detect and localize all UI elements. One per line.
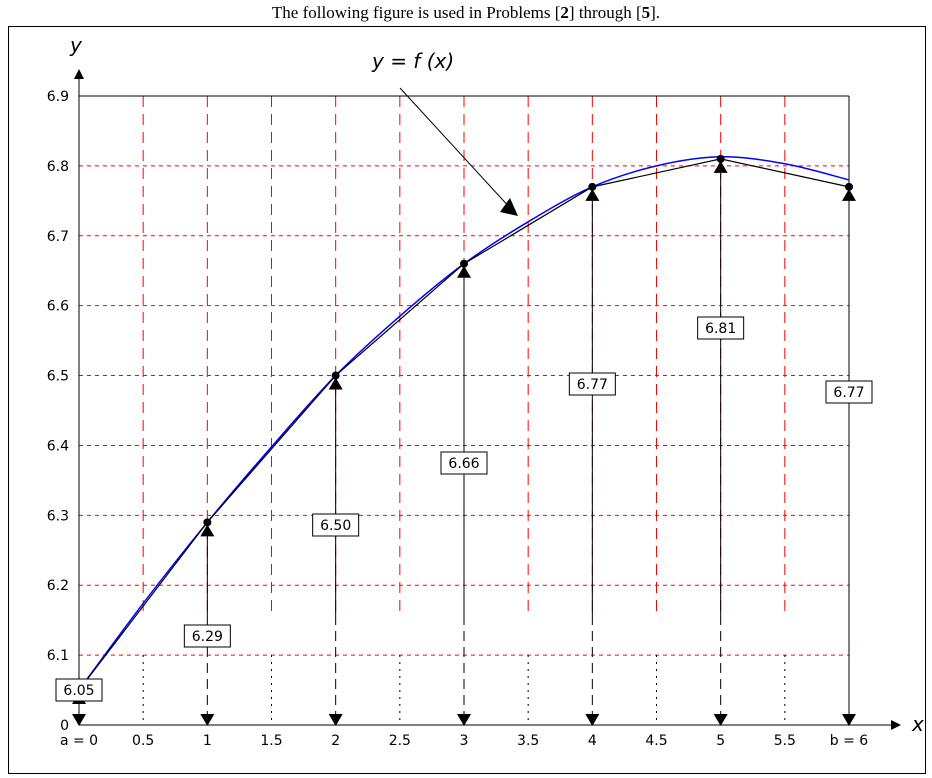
arrowhead-down <box>842 714 856 726</box>
value-label: 6.05 <box>63 683 94 699</box>
value-label-box <box>697 316 745 340</box>
annotation-pointer <box>399 87 513 211</box>
value-label: 6.29 <box>192 629 223 645</box>
arrowhead-up <box>200 524 215 537</box>
arrowhead-up <box>713 160 728 173</box>
arrowhead-down <box>713 714 728 726</box>
y-tick-label: 6.8 <box>47 159 69 175</box>
arrowhead-down <box>328 714 343 726</box>
caption-problem-end: 5 <box>641 3 651 22</box>
tick-labels: a = 0 0.5 1 1.5 2 2.5 3 3.5 4 4.5 5 5.5 b = 6 0 6.1 6.2… <box>47 89 869 749</box>
y-tick-label: 6.5 <box>47 369 69 385</box>
y-axis-label: y <box>69 33 83 57</box>
data-point <box>331 371 340 380</box>
caption-prefix: The following figure is used in Problems… <box>271 3 561 22</box>
y-tick-label: 6.3 <box>47 508 69 524</box>
curve-label: y = f (x) <box>371 49 454 73</box>
figure-frame <box>8 26 926 774</box>
data-point <box>845 182 853 191</box>
data-point <box>716 154 725 163</box>
arrowhead-up <box>842 188 856 201</box>
arrowhead-down <box>585 714 600 726</box>
arrowhead-down <box>457 714 471 726</box>
value-label-box <box>55 678 103 702</box>
annotation-arrowhead <box>500 198 518 216</box>
y-tick-label: 6.6 <box>47 299 69 315</box>
x-tick-label: 2 <box>331 733 340 749</box>
caption-middle: ] through [ <box>568 3 642 22</box>
arrowhead-up <box>585 188 600 201</box>
value-label: 6.77 <box>577 377 608 393</box>
value-label: 6.50 <box>320 518 351 534</box>
x-tick-label: 1 <box>203 733 212 749</box>
value-label-box <box>312 513 360 537</box>
arrowhead-down <box>200 714 215 726</box>
x-tick-label: 0.5 <box>132 733 154 749</box>
x-tick-label: 4 <box>588 733 597 749</box>
y-tick-label: 6.9 <box>47 89 69 105</box>
arrowhead-up <box>457 265 471 278</box>
y-tick-label: 6.7 <box>47 229 69 245</box>
value-label-box <box>183 624 231 648</box>
data-point <box>588 182 597 191</box>
x-tick-label: 1.5 <box>260 733 282 749</box>
x-axis-label: x <box>911 712 924 736</box>
figure-caption: The following figure is used in Problems… <box>0 0 932 26</box>
annotations: y = f (x) <box>371 49 518 216</box>
y-tick-label: 0 <box>60 718 69 734</box>
data-point <box>203 518 212 527</box>
value-label-box <box>568 372 616 396</box>
x-tick-label: 3.5 <box>517 733 539 749</box>
value-label-box <box>440 451 488 475</box>
value-label: 6.81 <box>705 321 736 337</box>
arrowhead-up <box>328 377 343 390</box>
x-tick-label: 5.5 <box>774 733 796 749</box>
y-tick-label: 6.4 <box>47 438 69 454</box>
x-tick-label: 5 <box>716 733 725 749</box>
y-tick-label: 6.2 <box>47 578 69 594</box>
x-tick-label: 2.5 <box>389 733 411 749</box>
x-tick-label: 4.5 <box>645 733 667 749</box>
ordinate-lines <box>72 160 856 726</box>
x-tick-label: b = 6 <box>830 733 869 749</box>
value-label: 6.66 <box>448 456 479 472</box>
arrowhead-down <box>72 714 86 726</box>
y-tick-label: 6.1 <box>47 648 69 664</box>
value-label: 6.77 <box>833 385 864 401</box>
value-label-box <box>825 380 873 404</box>
x-tick-label: a = 0 <box>60 733 98 749</box>
value-labels: 6.05 6.29 6.50 6.66 6.77 6.81 6.77 <box>55 316 873 702</box>
x-tick-label: 3 <box>460 733 469 749</box>
caption-suffix: ]. <box>650 3 661 22</box>
caption-problem-start: 2 <box>560 3 569 22</box>
data-point <box>460 259 468 268</box>
